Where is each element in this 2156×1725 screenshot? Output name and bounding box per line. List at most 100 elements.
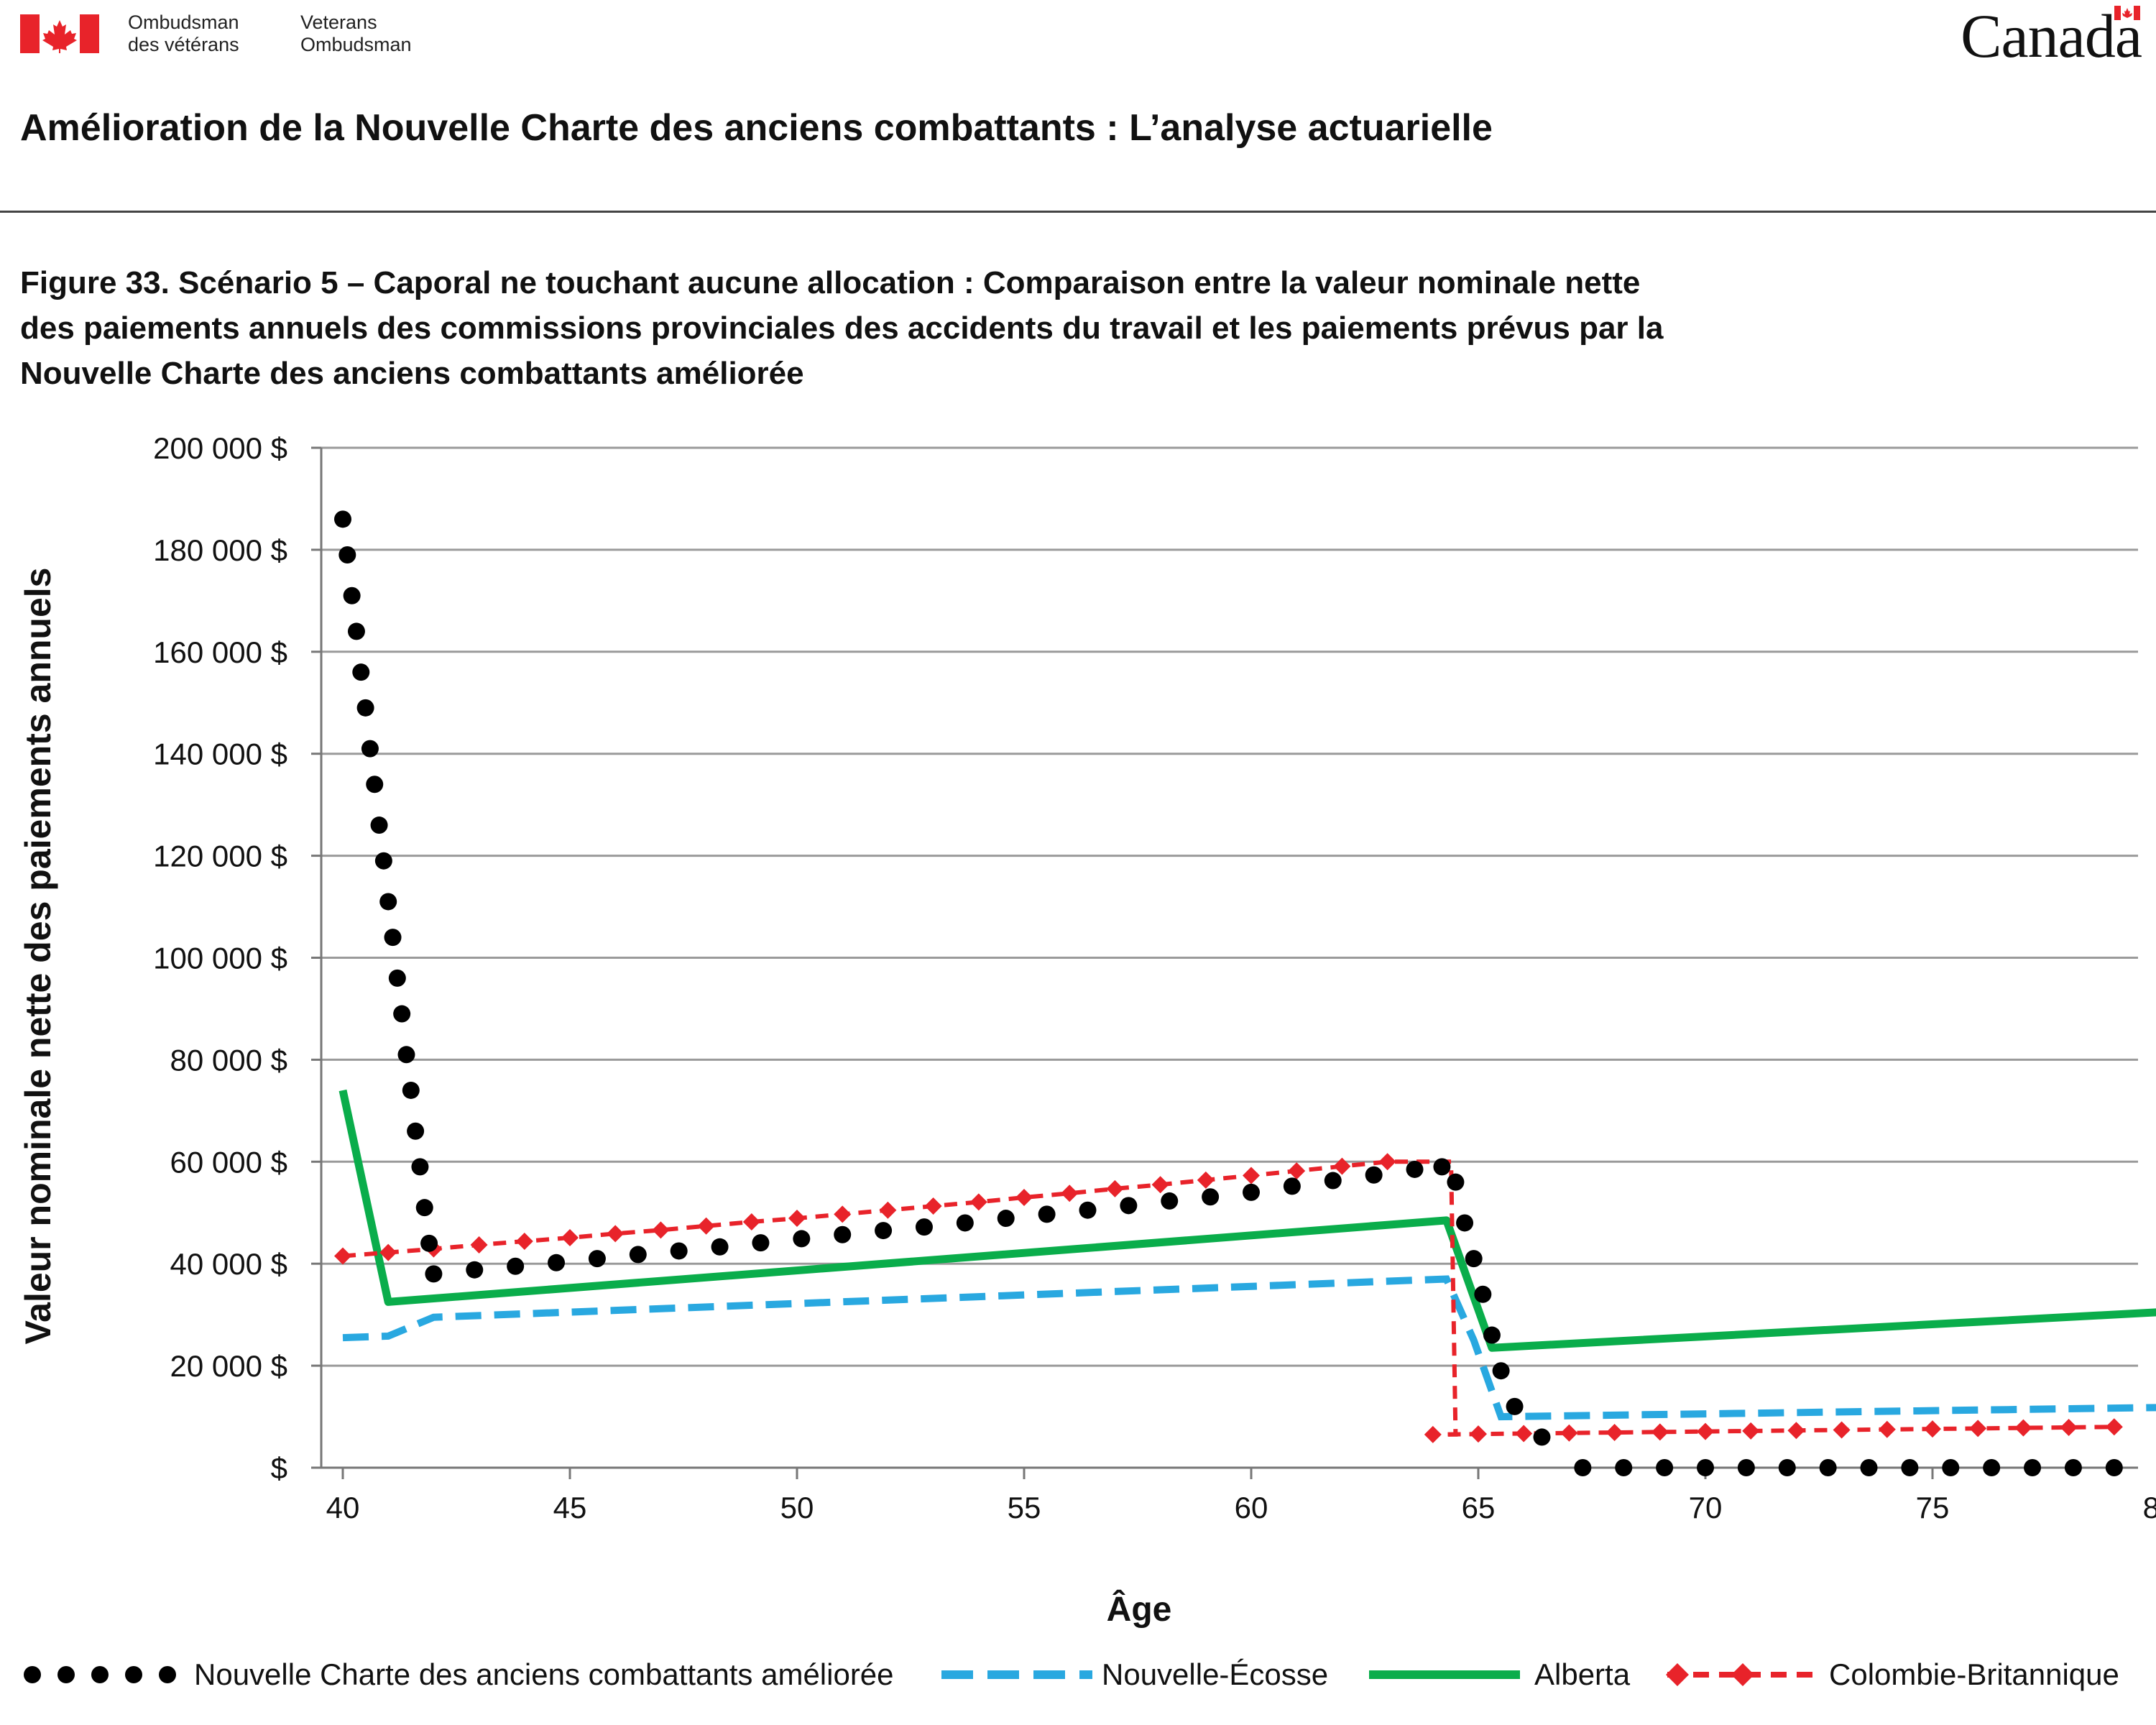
- series-nouvelle-charte-dot: [1860, 1459, 1878, 1476]
- org-fr-line1: Ombudsman: [128, 12, 239, 33]
- series-nouvelle-charte-dot: [407, 1122, 425, 1140]
- series-colombie-britannique-marker: [1697, 1422, 1714, 1440]
- page-header: Ombudsman des vétérans Veterans Ombudsma…: [0, 0, 2156, 391]
- series-colombie-britannique-marker: [2014, 1419, 2032, 1437]
- series-colombie-britannique-marker: [1742, 1422, 1760, 1440]
- series-nouvelle-charte-dot: [347, 622, 365, 640]
- x-tick-label: 70: [1689, 1491, 1723, 1524]
- series-colombie-britannique-marker: [1878, 1420, 1896, 1438]
- series-colombie-britannique-marker: [1061, 1184, 1079, 1202]
- x-axis-title: Âge: [1107, 1589, 1172, 1629]
- series-layer: [334, 510, 2156, 1476]
- series-colombie-britannique-marker: [742, 1213, 760, 1231]
- x-tick-label: 80: [2143, 1491, 2156, 1524]
- series-nouvelle-charte-dot: [1506, 1397, 1524, 1415]
- series-colombie-britannique-marker: [1924, 1420, 1941, 1438]
- line-chart: $20 000 $ 40 000 $ 60 000 $ 80 000 $ 100 000…: [18, 431, 2156, 1629]
- series-colombie-britannique-marker: [1560, 1424, 1578, 1442]
- series-nouvelle-charte-dot: [1533, 1428, 1551, 1446]
- series-colombie-britannique-marker: [1243, 1167, 1260, 1184]
- series-nouvelle-charte-dot: [1324, 1172, 1342, 1190]
- series-nouvelle-charte-dot: [379, 893, 397, 911]
- series-nouvelle-charte-dot: [1447, 1173, 1465, 1191]
- series-nouvelle-charte-dot: [1038, 1205, 1056, 1223]
- series-nouvelle-charte-dot: [1656, 1459, 1674, 1476]
- series-colombie-britannique-marker: [1651, 1423, 1669, 1441]
- series-colombie-britannique-marker: [879, 1201, 897, 1219]
- series-nouvelle-charte-dot: [425, 1265, 443, 1283]
- series-nouvelle-charte-dot: [402, 1081, 420, 1099]
- y-tick-label: 140 000 $: [153, 737, 287, 771]
- x-tick-label: 60: [1235, 1491, 1268, 1524]
- series-colombie-britannique-marker: [1787, 1422, 1805, 1440]
- series-colombie-britannique-marker: [697, 1217, 715, 1235]
- series-nouvelle-charte-dot: [352, 663, 370, 681]
- series-nouvelle-charte-dot: [670, 1242, 688, 1260]
- series-nouvelle-charte-dot: [1079, 1201, 1097, 1219]
- series-colombie-britannique-marker: [561, 1229, 579, 1247]
- series-nouvelle-ecosse-line: [342, 1275, 2156, 1421]
- series-nouvelle-charte-dot: [2024, 1459, 2042, 1476]
- series-colombie-britannique-marker: [1424, 1425, 1442, 1443]
- series-colombie-britannique-marker: [834, 1205, 852, 1223]
- org-name-english: Veterans Ombudsman: [300, 12, 412, 56]
- series-nouvelle-charte-dot: [875, 1222, 893, 1240]
- series-colombie-britannique-marker: [1333, 1157, 1351, 1175]
- series-colombie-britannique-marker: [924, 1197, 942, 1215]
- x-tick-label: 65: [1462, 1491, 1496, 1524]
- series-nouvelle-charte-dot: [1737, 1459, 1755, 1476]
- legend-marks: [24, 1663, 1818, 1686]
- legend-marker-ncac: [125, 1666, 142, 1683]
- series-nouvelle-charte-dot: [752, 1234, 770, 1252]
- series-nouvelle-charte-dot: [956, 1214, 974, 1232]
- series-nouvelle-charte-dot: [2064, 1459, 2082, 1476]
- series-nouvelle-charte-dot: [1456, 1214, 1474, 1232]
- series-nouvelle-charte-dot: [384, 929, 402, 947]
- series-nouvelle-charte-dot: [393, 1005, 411, 1023]
- series-colombie-britannique-marker: [1969, 1420, 1987, 1438]
- figure-title-line2: des paiements annuels des commissions pr…: [20, 310, 1664, 346]
- legend-marker-ncac: [91, 1666, 109, 1683]
- figure-title-line1: Figure 33. Scénario 5 – Caporal ne touch…: [20, 265, 1641, 300]
- canada-wordmark: Canada: [1961, 1, 2142, 70]
- series-nouvelle-charte-dot: [1983, 1459, 2001, 1476]
- series-nouvelle-charte-dot: [356, 699, 374, 717]
- series-colombie-britannique-marker: [1470, 1425, 1487, 1443]
- series-colombie-britannique-marker: [1378, 1153, 1396, 1171]
- series-nouvelle-charte-dot: [629, 1246, 647, 1264]
- series-nouvelle-charte-dot: [388, 969, 406, 987]
- series-colombie-britannique-marker: [1106, 1179, 1124, 1197]
- series-nouvelle-charte-dot: [1365, 1166, 1383, 1184]
- series-nouvelle-charte-dot: [1615, 1459, 1633, 1476]
- series-nouvelle-charte-dot: [793, 1230, 811, 1248]
- series-nouvelle-charte-dot: [588, 1250, 606, 1268]
- series-nouvelle-charte-dot: [2105, 1459, 2123, 1476]
- series-nouvelle-charte-dot: [1161, 1192, 1179, 1210]
- series-colombie-britannique-marker: [1288, 1162, 1306, 1180]
- legend-marker-bc-diamond: [1731, 1663, 1754, 1686]
- series-colombie-britannique-marker: [1197, 1171, 1215, 1189]
- label-layer: $20 000 $ 40 000 $ 60 000 $ 80 000 $ 100 000…: [18, 431, 2156, 1629]
- y-tick-label: 160 000 $: [153, 635, 287, 669]
- legend-label-ncac: Nouvelle Charte des anciens combattants …: [194, 1657, 894, 1691]
- y-tick-label: 120 000 $: [153, 840, 287, 873]
- series-nouvelle-charte-dot: [507, 1257, 525, 1275]
- series-nouvelle-charte-dot: [338, 546, 356, 564]
- series-nouvelle-charte-dot: [1465, 1250, 1483, 1268]
- legend-marker-bc-diamond: [1666, 1663, 1689, 1686]
- chart-legend: Nouvelle Charte des anciens combattants …: [0, 1646, 2156, 1703]
- org-en-line2: Ombudsman: [300, 34, 412, 55]
- y-axis-title: Valeur nominale nette des paiements annu…: [18, 568, 58, 1345]
- x-tick-label: 55: [1008, 1491, 1041, 1524]
- series-nouvelle-charte-dot: [466, 1261, 484, 1279]
- x-tick-label: 50: [780, 1491, 814, 1524]
- y-tick-label: 60 000 $: [170, 1145, 288, 1179]
- series-colombie-britannique-marker: [969, 1193, 987, 1211]
- series-colombie-britannique-marker: [334, 1247, 351, 1265]
- canada-flag-icon: [20, 14, 99, 53]
- series-nouvelle-charte-dot: [1574, 1459, 1592, 1476]
- series-nouvelle-charte-dot: [374, 852, 392, 870]
- series-nouvelle-charte-dot: [334, 510, 351, 528]
- series-nouvelle-charte-dot: [1406, 1160, 1424, 1178]
- x-tick-label: 45: [553, 1491, 587, 1524]
